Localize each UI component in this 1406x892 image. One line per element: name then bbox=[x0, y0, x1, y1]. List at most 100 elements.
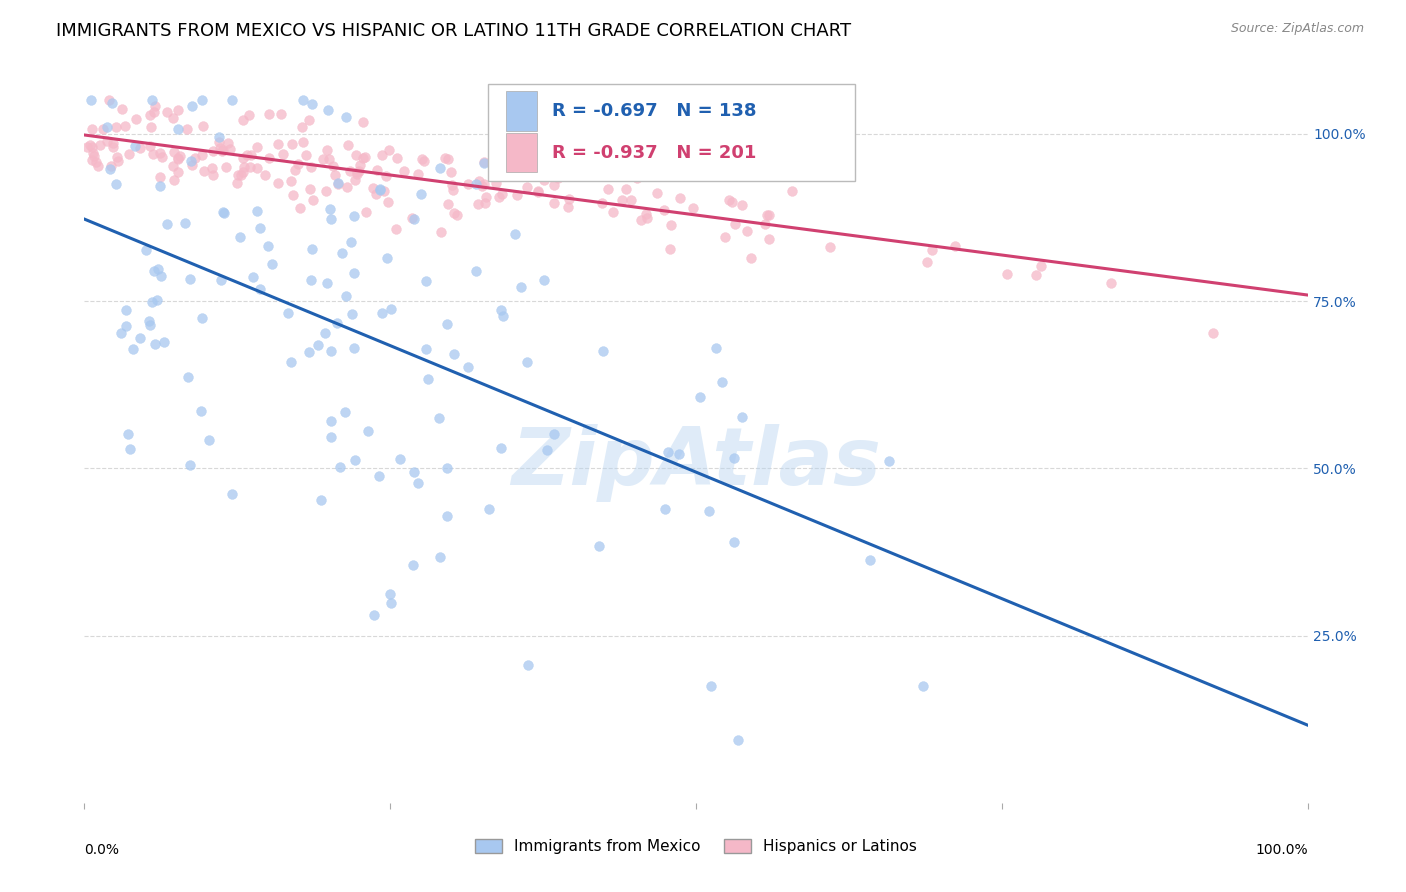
Point bbox=[301, 193, 323, 207]
Point bbox=[245, 140, 267, 154]
Point bbox=[915, 255, 938, 269]
Point bbox=[284, 162, 307, 177]
Point bbox=[208, 135, 231, 149]
Point bbox=[129, 330, 152, 344]
Point bbox=[921, 244, 943, 258]
Point bbox=[322, 159, 344, 173]
Point bbox=[700, 679, 723, 693]
Point bbox=[484, 177, 506, 191]
Point bbox=[299, 181, 322, 195]
Point bbox=[179, 272, 201, 286]
Point bbox=[232, 112, 254, 127]
Point bbox=[321, 211, 343, 226]
Point bbox=[150, 268, 173, 283]
Point bbox=[138, 318, 160, 333]
Point bbox=[464, 177, 486, 191]
Point bbox=[287, 157, 309, 171]
Point bbox=[176, 122, 198, 136]
Point bbox=[943, 238, 966, 252]
Point bbox=[1099, 276, 1122, 290]
Point bbox=[429, 550, 451, 565]
Point bbox=[242, 269, 264, 284]
Point bbox=[326, 177, 349, 191]
Point bbox=[471, 179, 494, 194]
Point bbox=[319, 343, 342, 358]
Point bbox=[353, 150, 375, 164]
Point bbox=[343, 173, 366, 187]
Point bbox=[755, 208, 778, 222]
Point bbox=[107, 150, 129, 164]
Point bbox=[723, 451, 745, 466]
Point bbox=[586, 158, 609, 172]
Point bbox=[184, 151, 207, 165]
Point bbox=[436, 508, 458, 523]
Point bbox=[191, 310, 214, 325]
Point bbox=[437, 152, 460, 166]
Point bbox=[721, 194, 744, 209]
Point bbox=[267, 136, 290, 151]
Point bbox=[517, 657, 540, 672]
Point bbox=[655, 155, 678, 169]
Point bbox=[704, 341, 727, 355]
Point bbox=[180, 154, 202, 169]
Point bbox=[526, 184, 548, 198]
Point bbox=[371, 148, 394, 162]
Point bbox=[326, 176, 349, 190]
Point bbox=[232, 165, 254, 179]
Point bbox=[211, 143, 233, 157]
Point bbox=[411, 152, 433, 166]
Point bbox=[474, 195, 496, 210]
Point bbox=[249, 221, 271, 235]
Point bbox=[226, 168, 249, 182]
Point bbox=[337, 137, 360, 152]
Point bbox=[557, 200, 579, 214]
Point bbox=[333, 405, 356, 419]
Point bbox=[239, 160, 262, 174]
Point bbox=[668, 447, 690, 461]
Point bbox=[689, 390, 711, 404]
Point bbox=[354, 204, 377, 219]
Point bbox=[181, 158, 204, 172]
Point bbox=[125, 112, 148, 126]
Point bbox=[336, 180, 359, 194]
Point bbox=[257, 107, 280, 121]
Point bbox=[143, 264, 166, 278]
Point bbox=[231, 168, 253, 182]
Point bbox=[657, 445, 679, 459]
Point bbox=[543, 426, 565, 441]
Point bbox=[335, 111, 357, 125]
Point bbox=[318, 103, 340, 118]
Point bbox=[343, 453, 366, 467]
Point bbox=[221, 94, 243, 108]
Point bbox=[122, 342, 145, 356]
Point bbox=[441, 182, 464, 196]
Point bbox=[385, 221, 408, 235]
Point bbox=[298, 345, 321, 359]
Point bbox=[443, 206, 465, 220]
Point bbox=[370, 183, 392, 197]
Point bbox=[342, 342, 364, 356]
Point bbox=[98, 94, 121, 108]
Point bbox=[411, 186, 433, 201]
Point bbox=[270, 107, 292, 121]
Point bbox=[232, 151, 254, 165]
Point bbox=[82, 145, 104, 160]
Point bbox=[208, 130, 231, 145]
Point bbox=[82, 122, 104, 136]
Point bbox=[623, 166, 645, 180]
Point bbox=[352, 151, 374, 165]
Point bbox=[349, 164, 371, 178]
Point bbox=[659, 242, 682, 256]
Point bbox=[415, 274, 437, 288]
Point bbox=[100, 159, 122, 173]
Point bbox=[212, 206, 235, 220]
Point bbox=[344, 148, 367, 162]
Point bbox=[1201, 326, 1223, 340]
Point bbox=[1029, 260, 1052, 274]
Point bbox=[533, 273, 555, 287]
Point bbox=[79, 94, 101, 108]
Point bbox=[492, 161, 515, 175]
Point bbox=[89, 137, 111, 152]
Point bbox=[190, 404, 212, 418]
Point bbox=[253, 168, 276, 182]
